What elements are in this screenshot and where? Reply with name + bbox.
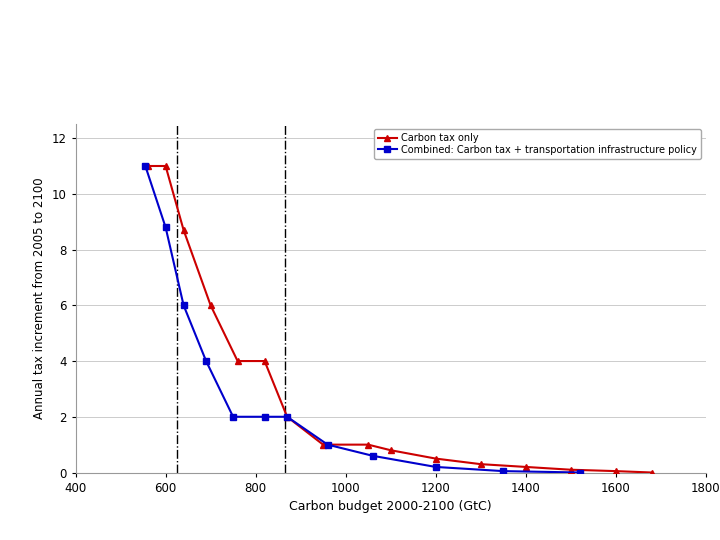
Carbon tax only — [521, 464, 530, 470]
Carbon tax only — [567, 467, 575, 473]
Line: Combined: Carbon tax + transportation infrastructure policy: Combined: Carbon tax + transportation in… — [142, 163, 583, 476]
Combined: Carbon tax + transportation infrastructure policy: (1.52e+03, 0): Carbon tax + transportation infrastructu… — [575, 469, 584, 476]
Carbon tax only — [431, 455, 440, 462]
Carbon tax only — [611, 468, 620, 474]
Combined: Carbon tax + transportation infrastructure policy: (1.06e+03, 0.6): Carbon tax + transportation infrastructu… — [369, 453, 377, 459]
Combined: Carbon tax + transportation infrastructure policy: (1.35e+03, 0.05): Carbon tax + transportation infrastructu… — [499, 468, 508, 474]
Combined: Carbon tax + transportation infrastructure policy: (640, 6): Carbon tax + transportation infrastructu… — [179, 302, 188, 308]
Carbon tax only — [161, 163, 170, 169]
Line: Carbon tax only: Carbon tax only — [144, 163, 655, 476]
Carbon tax only — [206, 302, 215, 308]
Text: Complementary measures to carbon pricing: Complementary measures to carbon pricing — [65, 65, 655, 90]
Text: Global costs of climate policy: Global costs of climate policy — [164, 16, 556, 40]
X-axis label: Carbon budget 2000-2100 (GtC): Carbon budget 2000-2100 (GtC) — [289, 500, 492, 513]
Carbon tax only — [647, 469, 656, 476]
Carbon tax only — [143, 163, 152, 169]
Combined: Carbon tax + transportation infrastructure policy: (690, 4): Carbon tax + transportation infrastructu… — [202, 358, 210, 365]
Carbon tax only — [179, 227, 188, 233]
Combined: Carbon tax + transportation infrastructure policy: (750, 2): Carbon tax + transportation infrastructu… — [229, 414, 238, 420]
Y-axis label: Annual tax increment from 2005 to 2100: Annual tax increment from 2005 to 2100 — [33, 178, 46, 419]
Combined: Carbon tax + transportation infrastructure policy: (600, 8.8): Carbon tax + transportation infrastructu… — [161, 224, 170, 231]
Legend: Carbon tax only, Combined: Carbon tax + transportation infrastructure policy: Carbon tax only, Combined: Carbon tax + … — [374, 129, 701, 159]
Combined: Carbon tax + transportation infrastructure policy: (870, 2): Carbon tax + transportation infrastructu… — [283, 414, 292, 420]
Combined: Carbon tax + transportation infrastructure policy: (1.2e+03, 0.2): Carbon tax + transportation infrastructu… — [431, 464, 440, 470]
Carbon tax only — [319, 441, 328, 448]
Combined: Carbon tax + transportation infrastructure policy: (555, 11): Carbon tax + transportation infrastructu… — [141, 163, 150, 169]
Combined: Carbon tax + transportation infrastructure policy: (960, 1): Carbon tax + transportation infrastructu… — [323, 441, 332, 448]
Combined: Carbon tax + transportation infrastructure policy: (820, 2): Carbon tax + transportation infrastructu… — [261, 414, 269, 420]
Carbon tax only — [233, 358, 242, 365]
Carbon tax only — [364, 441, 372, 448]
Carbon tax only — [283, 414, 292, 420]
Carbon tax only — [387, 447, 395, 454]
Carbon tax only — [261, 358, 269, 365]
Carbon tax only — [477, 461, 485, 468]
